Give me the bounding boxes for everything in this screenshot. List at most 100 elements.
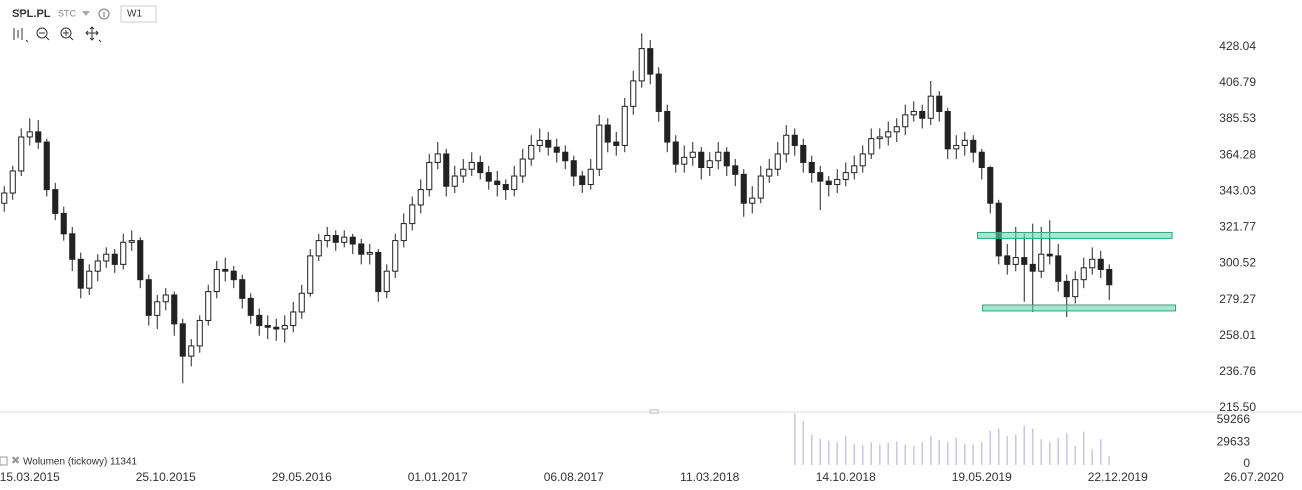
candle-body — [137, 240, 144, 281]
candle-body — [120, 241, 127, 265]
candle-body — [290, 311, 297, 327]
candle-body — [256, 314, 263, 327]
candle-body — [1046, 253, 1053, 257]
candle-body — [171, 294, 178, 325]
volume-icon[interactable] — [0, 456, 8, 466]
candle-body — [409, 204, 416, 225]
panel-handle[interactable] — [649, 409, 659, 414]
info-icon[interactable] — [98, 8, 110, 20]
candle-body — [834, 178, 841, 186]
candle-body — [35, 131, 42, 143]
candle-body — [783, 134, 790, 155]
candle-body — [485, 172, 492, 182]
y-tick-label: 364.28 — [1219, 147, 1256, 161]
candle-body — [936, 95, 943, 112]
y-tick-label: 406.79 — [1219, 75, 1256, 89]
candle-body — [1089, 258, 1096, 269]
volume-label: Wolumen (tickowy) 11341 — [23, 457, 138, 468]
candle-body — [536, 139, 543, 146]
candle-body — [196, 319, 203, 347]
candle-body — [528, 144, 535, 160]
candle-body — [1, 192, 8, 204]
candle-body — [715, 151, 722, 162]
candle-body — [1021, 257, 1028, 265]
candle-body — [247, 297, 254, 316]
candle-body — [60, 212, 67, 235]
candle-body — [910, 110, 917, 116]
candle-body — [961, 139, 968, 146]
candle-body — [145, 279, 152, 316]
dropdown-arrow[interactable] — [82, 11, 90, 16]
candle-body — [562, 151, 569, 162]
close-icon[interactable]: ✖ — [11, 455, 20, 467]
candle-body — [273, 326, 280, 330]
candle-body — [630, 80, 637, 107]
interval: W1 — [127, 9, 142, 20]
toolbar — [13, 26, 102, 43]
candle-body — [1029, 263, 1036, 272]
candle-body — [43, 141, 50, 191]
candle-body — [791, 134, 798, 146]
candle-body — [315, 240, 322, 257]
symbol: SPL.PL — [12, 8, 51, 20]
candle-body — [341, 236, 348, 243]
volume-tick-label: 29633 — [1217, 435, 1251, 449]
x-tick-label: 22.12.2019 — [1088, 470, 1148, 484]
candle-body — [154, 301, 161, 316]
x-tick-label: 19.05.2019 — [952, 470, 1012, 484]
candle-body — [307, 255, 314, 294]
candle-body — [375, 251, 382, 293]
y-tick-label: 300.52 — [1219, 256, 1256, 270]
candle-body — [545, 139, 552, 148]
x-tick-label: 25.10.2015 — [136, 470, 196, 484]
candle-body — [621, 105, 628, 146]
source-label[interactable]: STC — [58, 8, 77, 18]
candle-body — [52, 189, 59, 214]
candle-body — [205, 291, 212, 321]
candle-body — [366, 251, 373, 255]
candle-body — [672, 141, 679, 165]
candle-body — [9, 170, 16, 194]
candle-body — [553, 146, 560, 153]
candle-body — [825, 180, 832, 186]
x-tick-label: 11.03.2018 — [680, 470, 739, 484]
interval-box[interactable] — [120, 5, 157, 23]
candle-body — [570, 160, 577, 177]
candle-body — [732, 165, 739, 175]
candle-body — [179, 323, 186, 357]
candle-body — [587, 168, 594, 186]
candle-body — [111, 253, 118, 265]
candle-body — [987, 167, 994, 204]
zoom-in-icon[interactable] — [60, 27, 72, 39]
candle-body — [264, 325, 271, 328]
candle-body — [723, 151, 730, 167]
x-tick-label: 26.07.2020 — [1224, 470, 1284, 484]
zoom-out-icon[interactable] — [36, 27, 48, 39]
pan-icon[interactable] — [85, 26, 102, 43]
candle-body — [77, 258, 84, 289]
candle-body — [358, 243, 365, 255]
candle-body — [995, 202, 1002, 257]
candle-body — [468, 161, 475, 170]
candle-body — [596, 124, 603, 170]
candle-body — [417, 189, 424, 206]
chart-type-icon[interactable] — [13, 28, 29, 43]
candle-body — [94, 260, 101, 272]
candle-body — [213, 268, 220, 293]
candle-body — [26, 131, 33, 138]
candle-body — [638, 48, 645, 82]
candle-body — [332, 234, 339, 243]
candle-body — [740, 173, 747, 204]
candle-body — [868, 138, 875, 155]
y-tick-label: 428.04 — [1219, 39, 1256, 53]
candle-body — [298, 292, 305, 313]
volume-tick-label: 59266 — [1217, 412, 1251, 426]
y-tick-label: 236.76 — [1219, 364, 1256, 378]
candle-body — [970, 139, 977, 153]
dropdown-arrow-2 — [17, 7, 23, 19]
candle-body — [281, 325, 288, 330]
candle-body — [978, 151, 985, 169]
candle-body — [460, 168, 467, 177]
candle-body — [902, 114, 909, 128]
candle-body — [655, 73, 662, 112]
